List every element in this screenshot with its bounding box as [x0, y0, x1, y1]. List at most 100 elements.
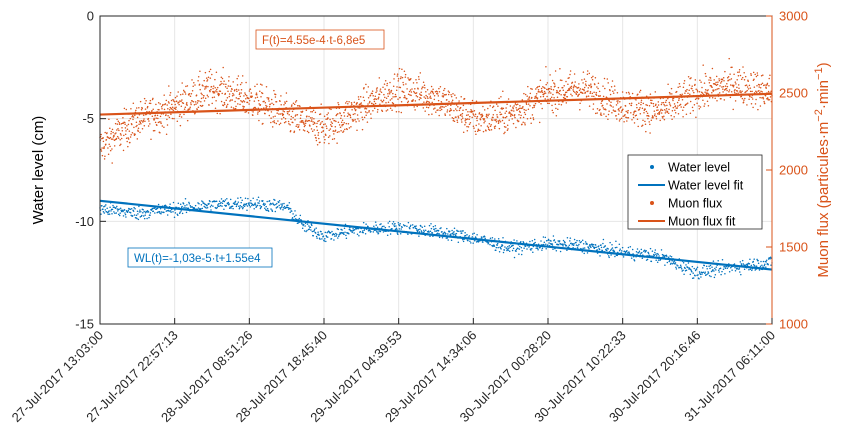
- muon-flux-point: [450, 104, 452, 107]
- muon-flux-point: [129, 141, 131, 144]
- water-level-point: [308, 228, 311, 230]
- muon-flux-point: [637, 93, 639, 96]
- water-level-point: [751, 269, 753, 272]
- water-level-point: [748, 268, 750, 271]
- muon-flux-point: [270, 111, 273, 113]
- muon-flux-point: [142, 119, 145, 122]
- muon-flux-point: [213, 90, 215, 93]
- muon-flux-point: [655, 115, 657, 118]
- muon-flux-point: [196, 102, 199, 104]
- muon-flux-point: [384, 88, 386, 90]
- muon-flux-point: [539, 79, 542, 82]
- water-level-point: [310, 229, 312, 231]
- water-level-point: [742, 263, 744, 265]
- muon-flux-point: [614, 110, 617, 112]
- water-level-point: [395, 225, 397, 227]
- muon-flux-point: [630, 104, 633, 107]
- water-level-point: [356, 233, 359, 235]
- muon-flux-point: [168, 102, 170, 104]
- water-level-point: [169, 210, 172, 212]
- muon-flux-point: [385, 101, 387, 104]
- muon-flux-point: [730, 91, 733, 93]
- muon-flux-point: [172, 109, 175, 111]
- muon-flux-point: [262, 122, 264, 125]
- muon-flux-point: [325, 118, 327, 121]
- muon-flux-point: [627, 109, 629, 112]
- water-level-point: [152, 210, 155, 212]
- muon-flux-point: [140, 120, 143, 122]
- water-level-point: [515, 248, 518, 251]
- water-level-point: [240, 201, 242, 204]
- muon-flux-point: [546, 95, 548, 98]
- muon-flux-point: [526, 118, 529, 120]
- muon-flux-point: [639, 112, 642, 115]
- muon-flux-point: [427, 101, 429, 103]
- muon-flux-point: [245, 81, 247, 84]
- muon-flux-point: [136, 116, 139, 119]
- muon-flux-point: [116, 129, 118, 131]
- muon-flux-point: [641, 124, 644, 127]
- water-level-point: [451, 229, 453, 232]
- water-level-point: [520, 246, 523, 249]
- muon-flux-point: [592, 75, 594, 78]
- muon-flux-point: [402, 81, 404, 84]
- water-level-point: [283, 202, 285, 205]
- muon-flux-point: [736, 86, 738, 89]
- muon-flux-point: [600, 102, 602, 104]
- muon-flux-point: [707, 104, 710, 107]
- muon-flux-point: [288, 113, 290, 116]
- muon-flux-point: [572, 90, 575, 93]
- muon-flux-point: [521, 99, 524, 101]
- muon-flux-point: [749, 87, 752, 89]
- muon-flux-point: [489, 125, 492, 128]
- water-level-point: [172, 201, 175, 204]
- muon-flux-point: [760, 75, 763, 77]
- water-level-point: [111, 212, 113, 215]
- water-level-point: [753, 265, 756, 267]
- water-level-point: [496, 244, 498, 246]
- muon-flux-point: [729, 78, 731, 81]
- muon-flux-point: [347, 102, 349, 105]
- water-level-point: [672, 261, 675, 263]
- water-level-point: [282, 208, 284, 211]
- water-level-point: [119, 212, 121, 214]
- water-level-point: [627, 252, 629, 254]
- water-level-point: [333, 233, 336, 236]
- water-level-point: [218, 205, 220, 207]
- muon-flux-point: [516, 119, 519, 121]
- muon-flux-point: [407, 100, 410, 103]
- muon-flux-point: [118, 123, 121, 125]
- muon-flux-point: [376, 111, 379, 113]
- muon-flux-point: [194, 101, 197, 103]
- muon-flux-point: [333, 119, 336, 122]
- muon-flux-point: [362, 118, 364, 121]
- muon-flux-point: [318, 137, 320, 140]
- muon-flux-point: [221, 92, 223, 95]
- muon-flux-point: [601, 99, 604, 102]
- water-level-point: [342, 231, 344, 234]
- muon-flux-point: [456, 121, 459, 124]
- muon-flux-point: [688, 89, 690, 92]
- left-tick-label: -15: [75, 317, 94, 332]
- muon-flux-point: [282, 113, 285, 116]
- muon-flux-point: [482, 130, 485, 133]
- water-level-point: [136, 210, 139, 212]
- muon-flux-point: [591, 95, 593, 97]
- muon-flux-point: [708, 82, 711, 84]
- muon-flux-point: [392, 96, 394, 98]
- muon-flux-point: [492, 105, 495, 107]
- muon-flux-point: [702, 64, 704, 66]
- muon-flux-point: [522, 105, 524, 108]
- muon-flux-point: [320, 131, 323, 133]
- water-level-point: [540, 240, 542, 242]
- water-level-point: [441, 236, 444, 239]
- muon-flux-point: [101, 154, 104, 157]
- muon-flux-point: [352, 113, 355, 116]
- water-level-point: [578, 239, 581, 242]
- water-level-point: [184, 204, 186, 207]
- muon-flux-point: [323, 136, 325, 138]
- muon-flux-point: [211, 96, 214, 99]
- muon-flux-point: [425, 94, 427, 97]
- muon-flux-point: [334, 126, 337, 128]
- muon-flux-point: [597, 82, 600, 84]
